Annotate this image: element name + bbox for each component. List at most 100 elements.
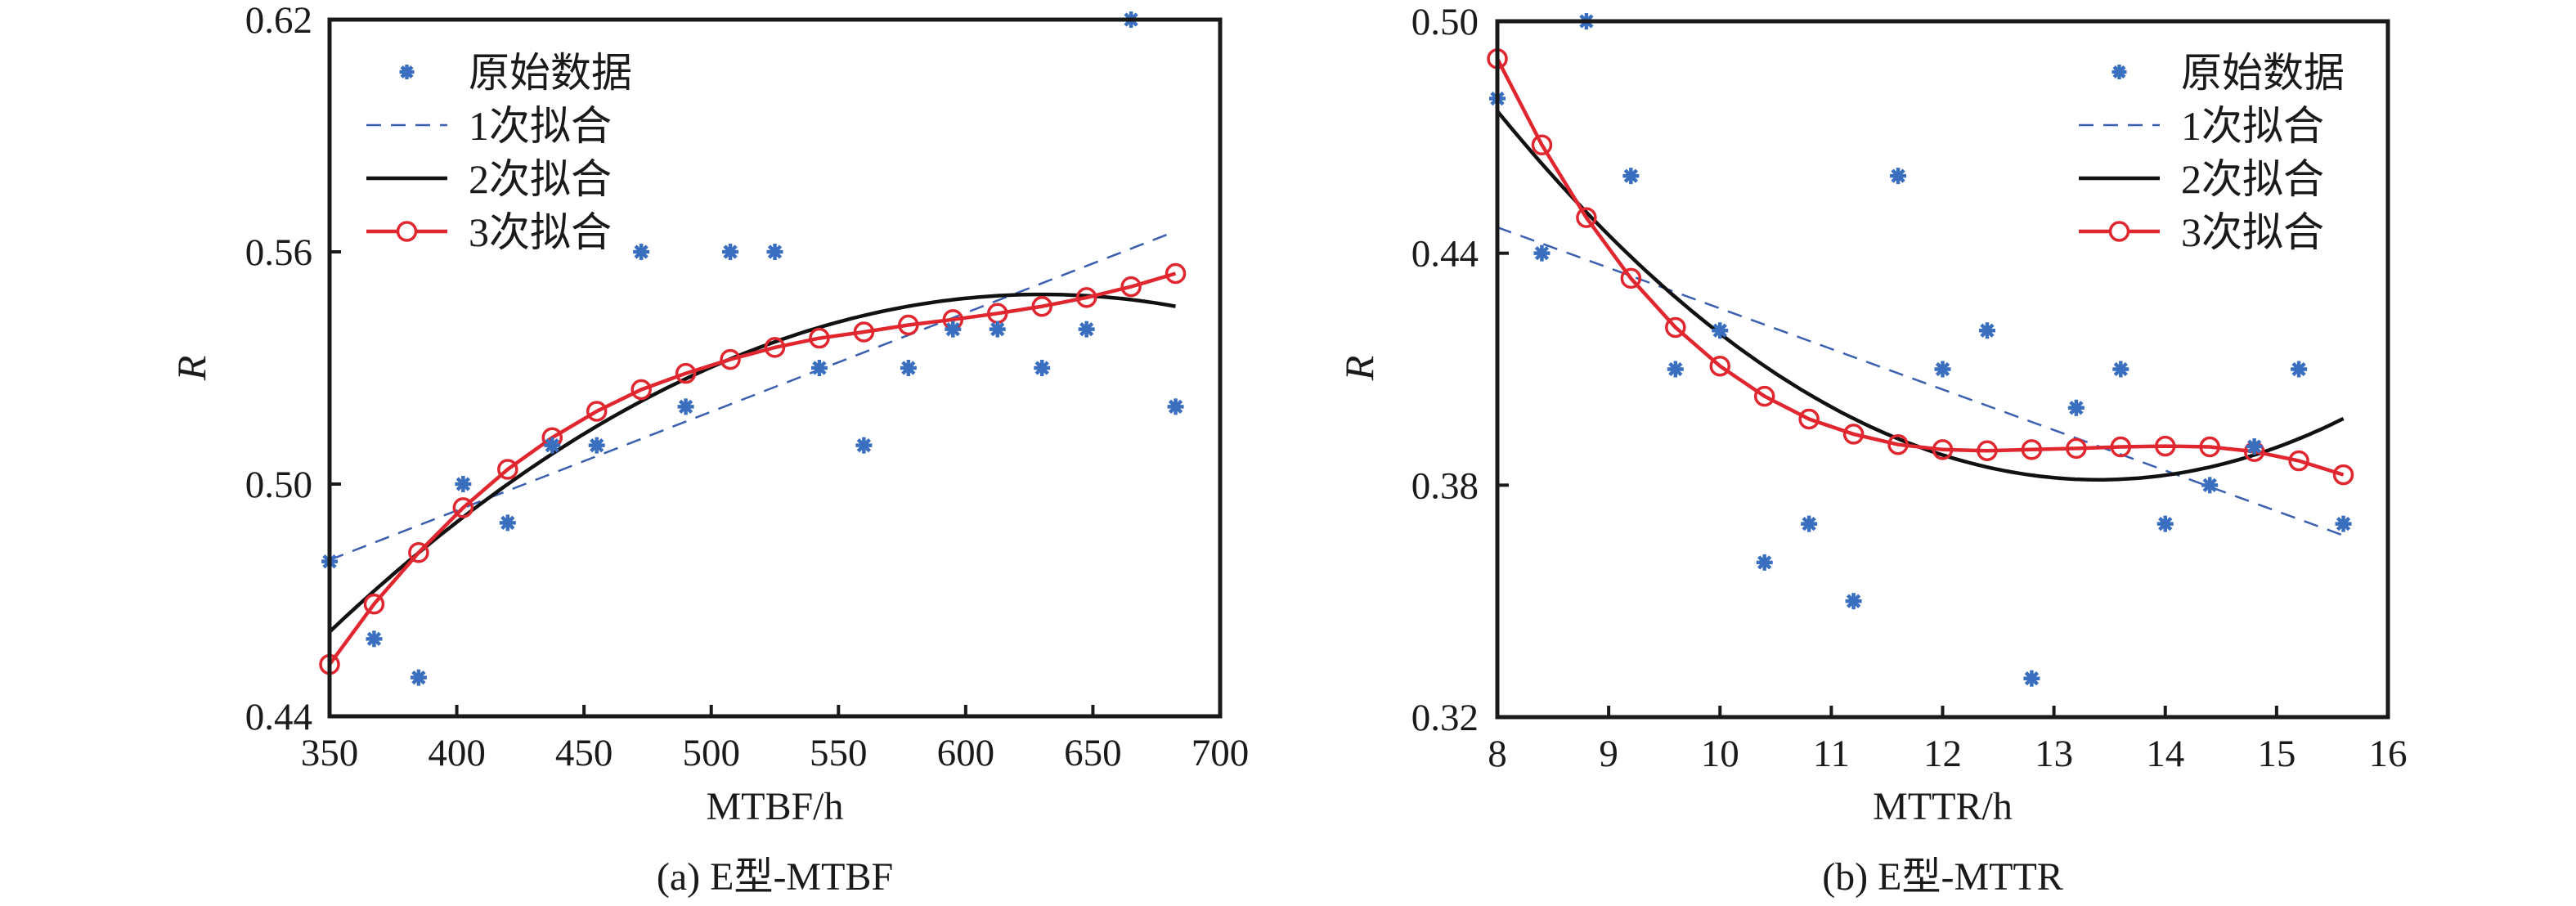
- fit-3-point: [1753, 385, 1775, 407]
- x-tick-label: 500: [682, 732, 740, 774]
- fit-3-point: [1709, 355, 1730, 377]
- data-point-stroke: [990, 322, 1005, 337]
- y-tick-label: 0.32: [1411, 697, 1479, 739]
- data-point: [1034, 360, 1051, 376]
- data-point-stroke: [1168, 399, 1183, 414]
- y-tick-label: 0.38: [1411, 464, 1479, 507]
- legend-label-fit-3: 3次拟合: [469, 209, 612, 255]
- x-tick-label: 350: [301, 732, 359, 774]
- fit-3-point: [1842, 424, 1865, 445]
- y-tick-label: 0.50: [1411, 1, 1479, 43]
- data-point: [855, 437, 873, 454]
- fit-3-point: [497, 459, 518, 480]
- legend-symbol-fit-3-marker: [396, 221, 418, 242]
- fit-1-line: [329, 230, 1177, 561]
- data-point: [1167, 398, 1184, 415]
- ticks: 8 9 10 11 12 13 14 15 16 0.32 0.38 0.44 0.50: [1411, 1, 2408, 775]
- fit-3-point: [1932, 439, 1954, 460]
- data-point: [1756, 554, 1773, 571]
- ticks: 350 400 450 500 550 600 650 700 0.44 0.50 0.56 0.62: [245, 0, 1250, 774]
- data-point: [2023, 670, 2040, 687]
- fit-3-point: [764, 337, 786, 358]
- data-point: [499, 514, 516, 531]
- fit-3-point: [1665, 316, 1686, 339]
- fit-3-point: [898, 314, 919, 336]
- fit-3-point: [363, 593, 385, 615]
- legend-symbol-raw-data: [399, 65, 415, 79]
- data-point: [677, 398, 694, 415]
- data-point-stroke: [2246, 439, 2262, 454]
- data-point-stroke: [1935, 361, 1950, 377]
- data-point: [410, 669, 427, 686]
- data-point: [900, 360, 917, 376]
- data-point-stroke: [2202, 478, 2217, 492]
- x-tick-label: 450: [555, 732, 613, 774]
- plot-area: [319, 11, 1187, 686]
- data-point: [766, 244, 783, 260]
- legend: 原始数据 1次拟合 2次拟合 3次拟合: [2079, 50, 2345, 255]
- data-point: [633, 244, 650, 260]
- data-point-stroke: [1534, 246, 1550, 261]
- legend-symbol-raw-data-stroke: [400, 65, 414, 78]
- data-point-stroke: [1623, 168, 1639, 183]
- legend-label-fit-2: 2次拟合: [2181, 156, 2324, 202]
- fit-3-point: [1531, 134, 1553, 156]
- data-point: [810, 360, 828, 376]
- fit-3-point: [2021, 439, 2043, 460]
- fit-2-curve: [328, 292, 1176, 634]
- fit-3-point: [1075, 287, 1097, 308]
- data-point: [1078, 321, 1095, 338]
- data-point: [2156, 515, 2174, 532]
- data-point: [945, 321, 962, 338]
- data-point-stroke: [945, 322, 960, 337]
- x-axis-label: MTTR/h: [1873, 785, 2013, 828]
- data-point: [989, 321, 1006, 338]
- data-point: [2201, 477, 2219, 494]
- y-tick-label: 0.62: [245, 0, 312, 42]
- data-point-stroke: [1668, 361, 1683, 377]
- x-tick-label: 400: [428, 732, 486, 774]
- data-point-stroke: [2024, 671, 2040, 686]
- fit-3-point: [631, 379, 652, 401]
- fit-3-point: [2110, 436, 2132, 458]
- y-tick-label: 0.44: [245, 696, 312, 738]
- data-point-stroke: [812, 361, 827, 375]
- fit-3-point: [2155, 435, 2176, 457]
- legend-symbol-raw-data-stroke: [2112, 65, 2126, 78]
- fit-3-point: [586, 401, 608, 422]
- fit-3-point: [2199, 436, 2220, 458]
- data-point-stroke: [411, 671, 426, 685]
- x-tick-label: 16: [2369, 733, 2408, 775]
- fit-3-point: [675, 362, 697, 384]
- fit-3-point: [720, 348, 741, 370]
- legend-label-fit-1: 1次拟合: [469, 103, 612, 149]
- data-point: [1978, 322, 1995, 339]
- legend: 原始数据 1次拟合 2次拟合 3次拟合: [366, 50, 632, 255]
- fit-3-point: [1887, 433, 1909, 455]
- data-point: [455, 476, 472, 492]
- x-tick-label: 9: [1599, 733, 1618, 775]
- data-point: [1934, 361, 1951, 378]
- data-point-stroke: [500, 515, 515, 530]
- x-axis-label: MTBF/h: [706, 785, 843, 828]
- y-tick-label: 0.44: [1411, 233, 1479, 276]
- data-point: [2246, 438, 2263, 455]
- data-point: [2291, 361, 2308, 378]
- fit-3-point: [809, 327, 830, 349]
- legend-label-fit-3: 3次拟合: [2181, 209, 2324, 255]
- caption: (b) E型-MTTR: [1822, 855, 2063, 899]
- data-point-stroke: [1079, 322, 1094, 337]
- data-point-stroke: [1802, 516, 1816, 531]
- x-tick-label: 550: [810, 732, 868, 774]
- data-point: [1533, 244, 1551, 262]
- x-tick-label: 700: [1192, 732, 1250, 774]
- data-point: [2112, 361, 2129, 378]
- x-tick-label: 8: [1488, 733, 1507, 775]
- y-tick-label: 0.50: [245, 464, 312, 506]
- data-point-stroke: [456, 477, 471, 491]
- data-point-stroke: [1757, 555, 1772, 570]
- data-point: [544, 437, 561, 454]
- data-point-stroke: [856, 438, 872, 453]
- legend-symbol-fit-3-marker: [2108, 221, 2130, 242]
